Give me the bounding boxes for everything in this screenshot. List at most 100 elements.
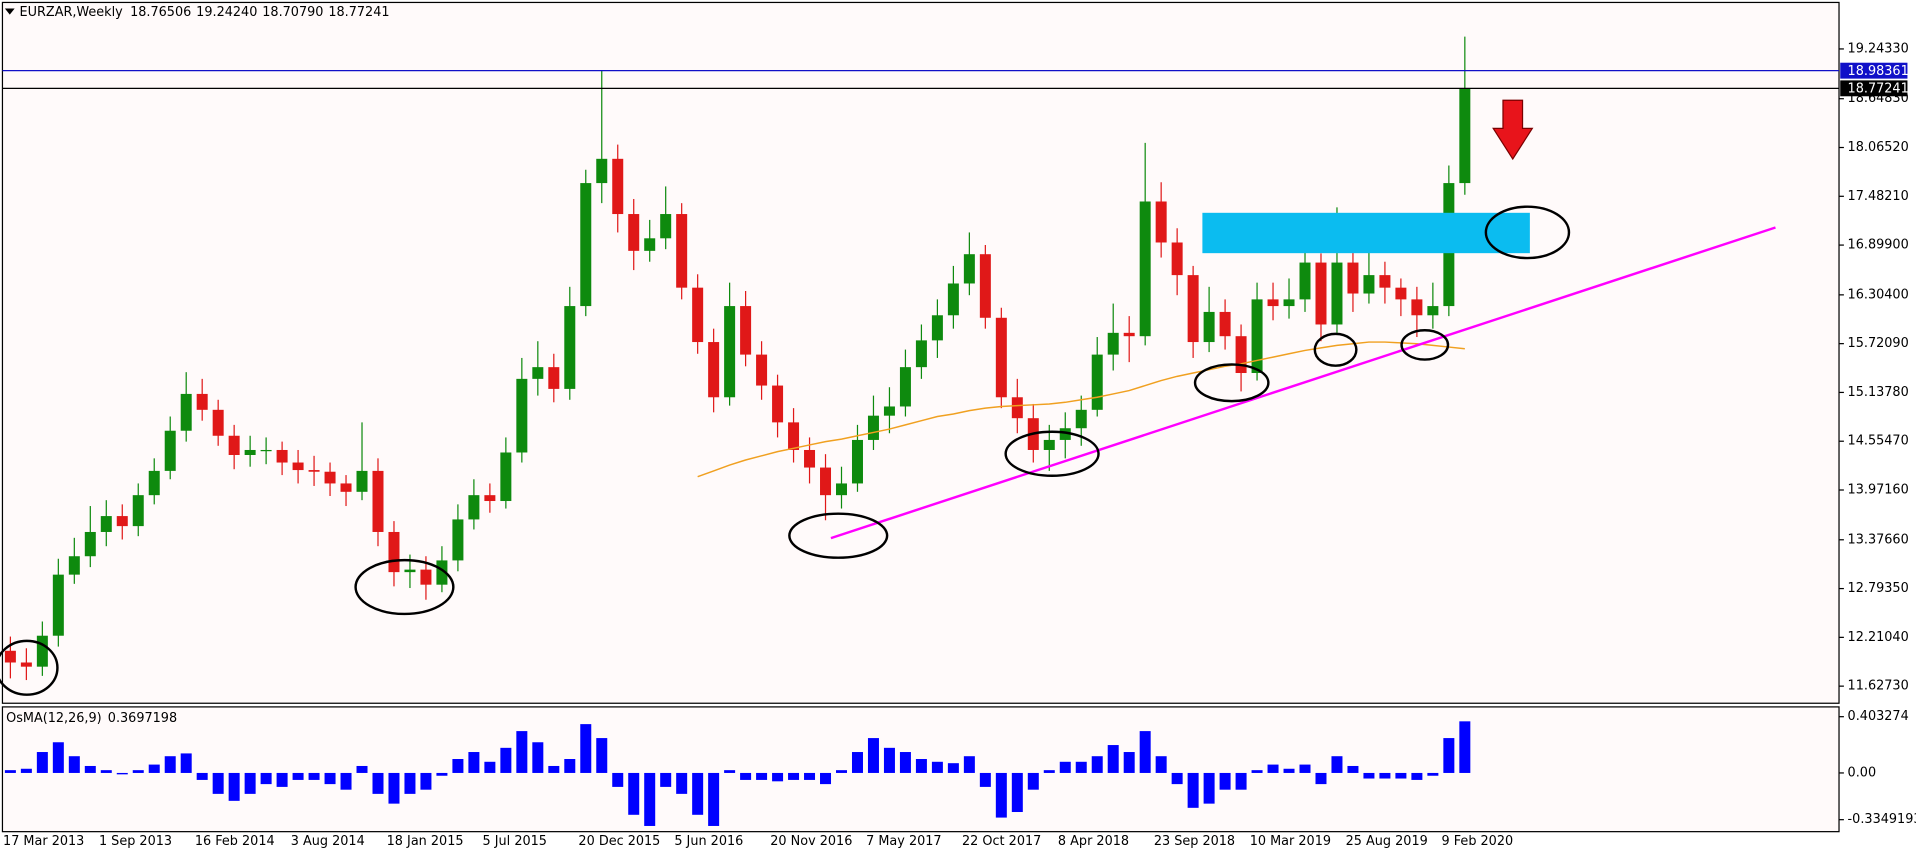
candle-body — [1059, 428, 1071, 440]
histogram-bar — [1123, 752, 1135, 773]
moving-average — [697, 341, 1465, 478]
histogram-bar — [756, 772, 768, 780]
x-tick-label: 5 Jul 2015 — [483, 834, 547, 849]
histogram-bar — [1011, 772, 1023, 813]
candle-body — [1331, 262, 1343, 325]
price-label-box — [1840, 80, 1908, 97]
candle-body — [1379, 275, 1391, 288]
y-tick-label: 11.62730 — [1848, 679, 1909, 694]
histogram-bar — [1395, 772, 1407, 779]
histogram-bar — [212, 772, 224, 794]
x-tick-label: 17 Mar 2013 — [3, 834, 84, 849]
symbol: EURZAR,Weekly — [20, 5, 124, 20]
histogram-bar — [660, 772, 672, 787]
histogram-bar — [1411, 772, 1423, 780]
histogram-bar — [899, 752, 911, 773]
histogram-bar — [132, 770, 144, 773]
price-label-box — [1840, 62, 1908, 79]
histogram-bar — [388, 772, 400, 804]
histogram-bar — [1283, 768, 1295, 773]
x-tick-label: 20 Nov 2016 — [770, 834, 852, 849]
histogram-bar — [1427, 772, 1439, 776]
histogram-bar — [180, 753, 192, 773]
zone — [1202, 212, 1530, 254]
candle-body — [788, 422, 800, 450]
histogram-bar — [1459, 721, 1471, 773]
histogram-bar — [452, 758, 464, 773]
y-tick-label: 19.24330 — [1848, 41, 1909, 56]
candle-body — [756, 354, 768, 386]
candle-body — [148, 470, 160, 496]
x-tick-label: 1 Sep 2013 — [99, 834, 172, 849]
candle-body — [899, 367, 911, 407]
candle-body — [692, 287, 704, 343]
candle-body — [1299, 262, 1311, 300]
candle-body — [1187, 275, 1199, 343]
histogram-bar — [100, 770, 112, 773]
histogram-bar — [1251, 770, 1263, 773]
candle-body — [1251, 299, 1263, 374]
candle-body — [308, 470, 320, 472]
histogram-bar — [1219, 772, 1231, 790]
candle-body — [468, 495, 480, 520]
candle-body — [356, 470, 368, 492]
candle-body — [1347, 262, 1359, 294]
histogram-bar — [404, 772, 416, 794]
histogram-bar — [116, 772, 128, 775]
candle-body — [324, 471, 336, 484]
candle-body — [372, 470, 384, 532]
histogram-bar — [596, 738, 608, 773]
candle-body — [20, 662, 32, 667]
histogram-bar — [580, 724, 592, 773]
candle-body — [1171, 242, 1183, 276]
candle-body — [947, 283, 959, 316]
candle-body — [548, 367, 560, 389]
annotations — [0, 99, 1776, 696]
candle-body — [404, 569, 416, 573]
candle-body — [1411, 299, 1423, 316]
histogram-bar — [1379, 772, 1391, 779]
histogram-bar — [1299, 764, 1311, 773]
candle-body — [1363, 275, 1375, 294]
histogram-bar — [1107, 745, 1119, 773]
candle-body — [1283, 299, 1295, 307]
candle-body — [1043, 439, 1055, 450]
candle-body — [628, 214, 640, 251]
y-tick-label: 0.00 — [1848, 765, 1877, 780]
indicator-value: 0.3697198 — [108, 710, 177, 725]
candle-body — [1427, 306, 1439, 316]
histogram-bar — [68, 756, 80, 773]
candle-body — [1235, 336, 1247, 374]
x-tick-label: 16 Feb 2014 — [195, 834, 275, 849]
histogram-bar — [420, 772, 432, 790]
candle-body — [1091, 354, 1103, 410]
histogram-bar — [1267, 764, 1279, 773]
candle-body — [804, 449, 816, 468]
candle-body — [84, 531, 96, 557]
histogram-bar — [532, 742, 544, 773]
histogram-bar — [612, 772, 624, 787]
candle-body — [228, 435, 240, 455]
candle-body — [340, 483, 352, 492]
histogram-bar — [500, 747, 512, 773]
candle-body — [1011, 397, 1023, 419]
x-tick-label: 10 Mar 2019 — [1250, 834, 1331, 849]
header-high: 19.24240 — [196, 5, 257, 20]
histogram-bar — [1347, 765, 1359, 773]
data-layer: 19.2433018.6483018.0652017.4821016.89900… — [2, 36, 1916, 849]
candle-body — [292, 462, 304, 471]
histogram-bar — [820, 772, 832, 785]
candle-body — [132, 495, 144, 527]
candle-body — [484, 495, 496, 502]
price-label: 18.77241 — [1848, 81, 1909, 96]
histogram-bar — [995, 772, 1007, 818]
histogram-bar — [36, 752, 48, 773]
candle-body — [388, 531, 400, 573]
candle-body — [772, 385, 784, 423]
y-tick-label: 15.13780 — [1848, 385, 1909, 400]
histogram-bar — [1443, 738, 1455, 773]
y-tick-label: 0.403274 — [1848, 709, 1909, 724]
histogram-bar — [308, 772, 320, 780]
candle-body — [564, 306, 576, 389]
